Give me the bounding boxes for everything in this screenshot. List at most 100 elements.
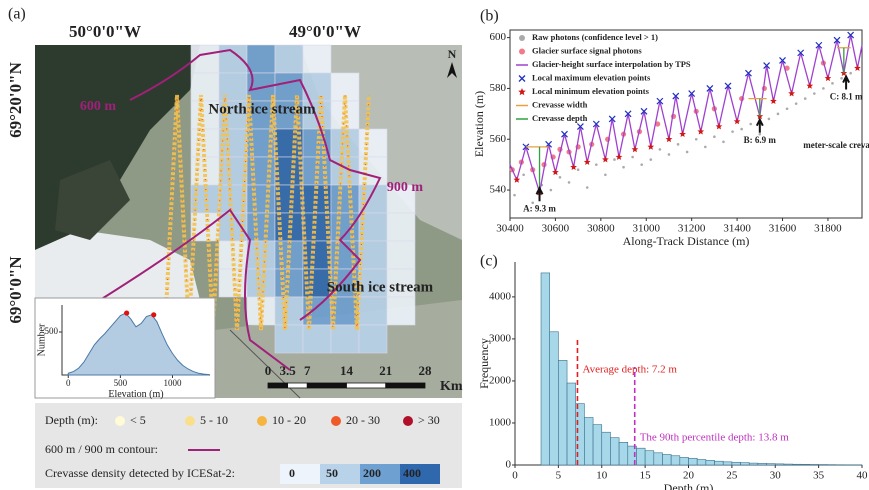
point	[549, 188, 553, 192]
scale-label: 7	[304, 363, 311, 378]
density-cell	[386, 212, 416, 242]
density-cell	[218, 72, 248, 102]
point	[794, 102, 798, 105]
x-tick-label: 500	[114, 378, 128, 388]
point	[840, 76, 843, 80]
density-cell	[246, 44, 276, 74]
scale-unit: Km	[440, 379, 463, 394]
legend-label: Local minimum elevation points	[532, 86, 650, 96]
density-cell	[274, 268, 304, 298]
bar	[740, 462, 750, 466]
bar	[618, 442, 629, 466]
min-marker	[824, 74, 832, 82]
min-marker	[615, 153, 623, 160]
y-axis-label: Frequency	[477, 338, 491, 389]
legend-marker	[185, 416, 195, 426]
max-marker	[763, 62, 771, 69]
point	[567, 181, 571, 184]
point	[776, 112, 780, 116]
stream-label: South ice stream	[327, 279, 434, 295]
lat-label: 69°20'0"N	[6, 61, 25, 137]
point	[784, 65, 790, 71]
bar	[766, 463, 776, 466]
north-arrow	[447, 62, 457, 78]
max-marker	[847, 31, 855, 39]
x-tick-label: 10	[596, 470, 608, 482]
area	[67, 312, 210, 376]
density-cell	[218, 128, 248, 158]
scale-label: 3.5	[280, 363, 297, 378]
x-tick-label: 30	[770, 470, 782, 482]
legend-marker	[518, 88, 526, 96]
scale-label: 21	[379, 363, 392, 378]
point	[731, 130, 734, 133]
y-tick-label: 0	[506, 459, 512, 471]
point	[151, 312, 157, 318]
density-cell	[274, 156, 304, 186]
legend-title: Crevasse density detected by ICESat-2:	[45, 466, 235, 480]
min-marker	[788, 90, 795, 97]
annotation-arrow	[755, 117, 764, 133]
bar	[688, 457, 698, 466]
density-cell	[190, 128, 220, 158]
density-cell	[386, 240, 416, 270]
point	[640, 163, 644, 166]
bar	[540, 272, 551, 466]
point	[558, 176, 562, 179]
bar	[696, 459, 707, 466]
y-tick-label: 2000	[489, 374, 512, 386]
density-cell	[246, 240, 276, 270]
bar	[644, 450, 655, 466]
legend-density-label: 0	[289, 466, 295, 480]
point	[767, 117, 771, 121]
bar	[792, 463, 802, 466]
bar	[800, 464, 811, 466]
density-cell	[190, 72, 220, 102]
legend-marker	[257, 416, 267, 426]
panel-label: (a)	[8, 6, 26, 23]
point	[594, 163, 598, 166]
point	[704, 145, 707, 149]
legend-density	[360, 464, 400, 484]
max-marker	[561, 130, 568, 138]
bar	[748, 462, 759, 466]
bar	[610, 437, 620, 466]
x-tick-label: 0	[512, 470, 518, 482]
scale-segment	[267, 382, 289, 389]
panel-label: (c)	[480, 253, 498, 270]
bar	[584, 417, 594, 466]
point	[831, 82, 834, 85]
min-marker	[854, 64, 861, 71]
contour-line	[99, 208, 291, 371]
legend-label: Glacier-height surface interpolation by …	[532, 59, 691, 69]
point	[622, 165, 625, 169]
min-marker	[513, 176, 521, 183]
point	[531, 201, 535, 205]
y-axis-label: Number	[36, 323, 47, 356]
point	[522, 173, 525, 177]
scale-label: 0	[265, 363, 272, 378]
point	[604, 173, 607, 177]
density-cell	[330, 184, 360, 214]
x-tick-label: 30400	[496, 223, 524, 235]
legend-density-label: 50	[326, 466, 338, 480]
legend-label: < 5	[130, 413, 146, 427]
point	[758, 132, 762, 136]
density-cell	[386, 268, 416, 298]
lon-label: 49°0'0"W	[289, 22, 361, 41]
bar	[783, 463, 793, 466]
point	[822, 87, 825, 90]
annotation-arrow	[842, 74, 850, 90]
bar	[714, 460, 724, 466]
point	[803, 97, 807, 100]
bar	[636, 447, 646, 466]
density-cell	[358, 156, 388, 186]
annotation: meter-scale crevasses	[803, 140, 869, 150]
min-marker	[806, 82, 814, 89]
density-cell	[274, 324, 304, 354]
y-tick-label: 600	[490, 31, 507, 43]
point	[513, 193, 516, 197]
legend-marker	[115, 416, 125, 426]
legend-label: > 30	[418, 413, 440, 427]
min-marker	[715, 123, 723, 130]
